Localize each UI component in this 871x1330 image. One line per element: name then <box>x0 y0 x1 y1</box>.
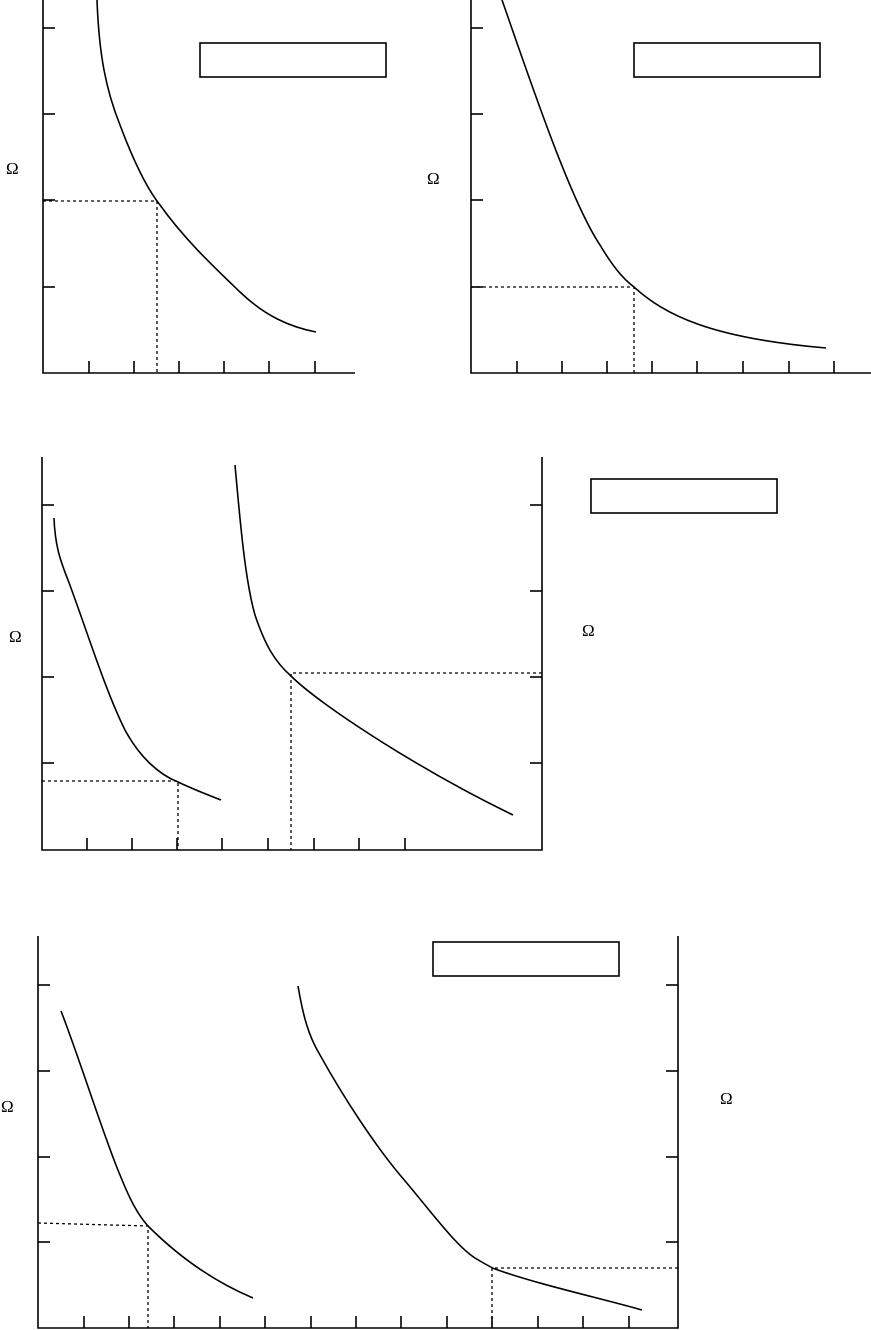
curve <box>60 1010 254 1299</box>
curve <box>96 0 317 333</box>
y2-label: Ω <box>720 1089 733 1108</box>
y-label: Ω <box>9 627 22 646</box>
panel: Ω Ω <box>1 936 733 1329</box>
legend-box <box>432 941 620 977</box>
panel: Ω <box>427 0 871 374</box>
axes <box>41 457 543 851</box>
guide-line <box>471 286 635 373</box>
y-label: Ω <box>427 169 440 188</box>
curve <box>501 0 827 349</box>
panel: Ω <box>6 0 387 374</box>
legend-box <box>199 42 387 78</box>
curve <box>297 985 643 1311</box>
y2-label: Ω <box>582 621 595 640</box>
axes <box>42 0 355 374</box>
axes <box>470 0 871 374</box>
axes <box>37 936 679 1329</box>
legend-box <box>590 478 778 514</box>
guide-line <box>37 1222 149 1328</box>
y-label: Ω <box>6 159 19 178</box>
guide-line <box>290 672 542 850</box>
guide-line <box>42 780 179 850</box>
y-label: Ω <box>1 1097 14 1116</box>
curve <box>53 517 222 801</box>
curve <box>234 464 514 816</box>
legend-box <box>633 42 821 78</box>
guide-line <box>43 200 158 373</box>
panel: Ω Ω <box>9 457 778 851</box>
